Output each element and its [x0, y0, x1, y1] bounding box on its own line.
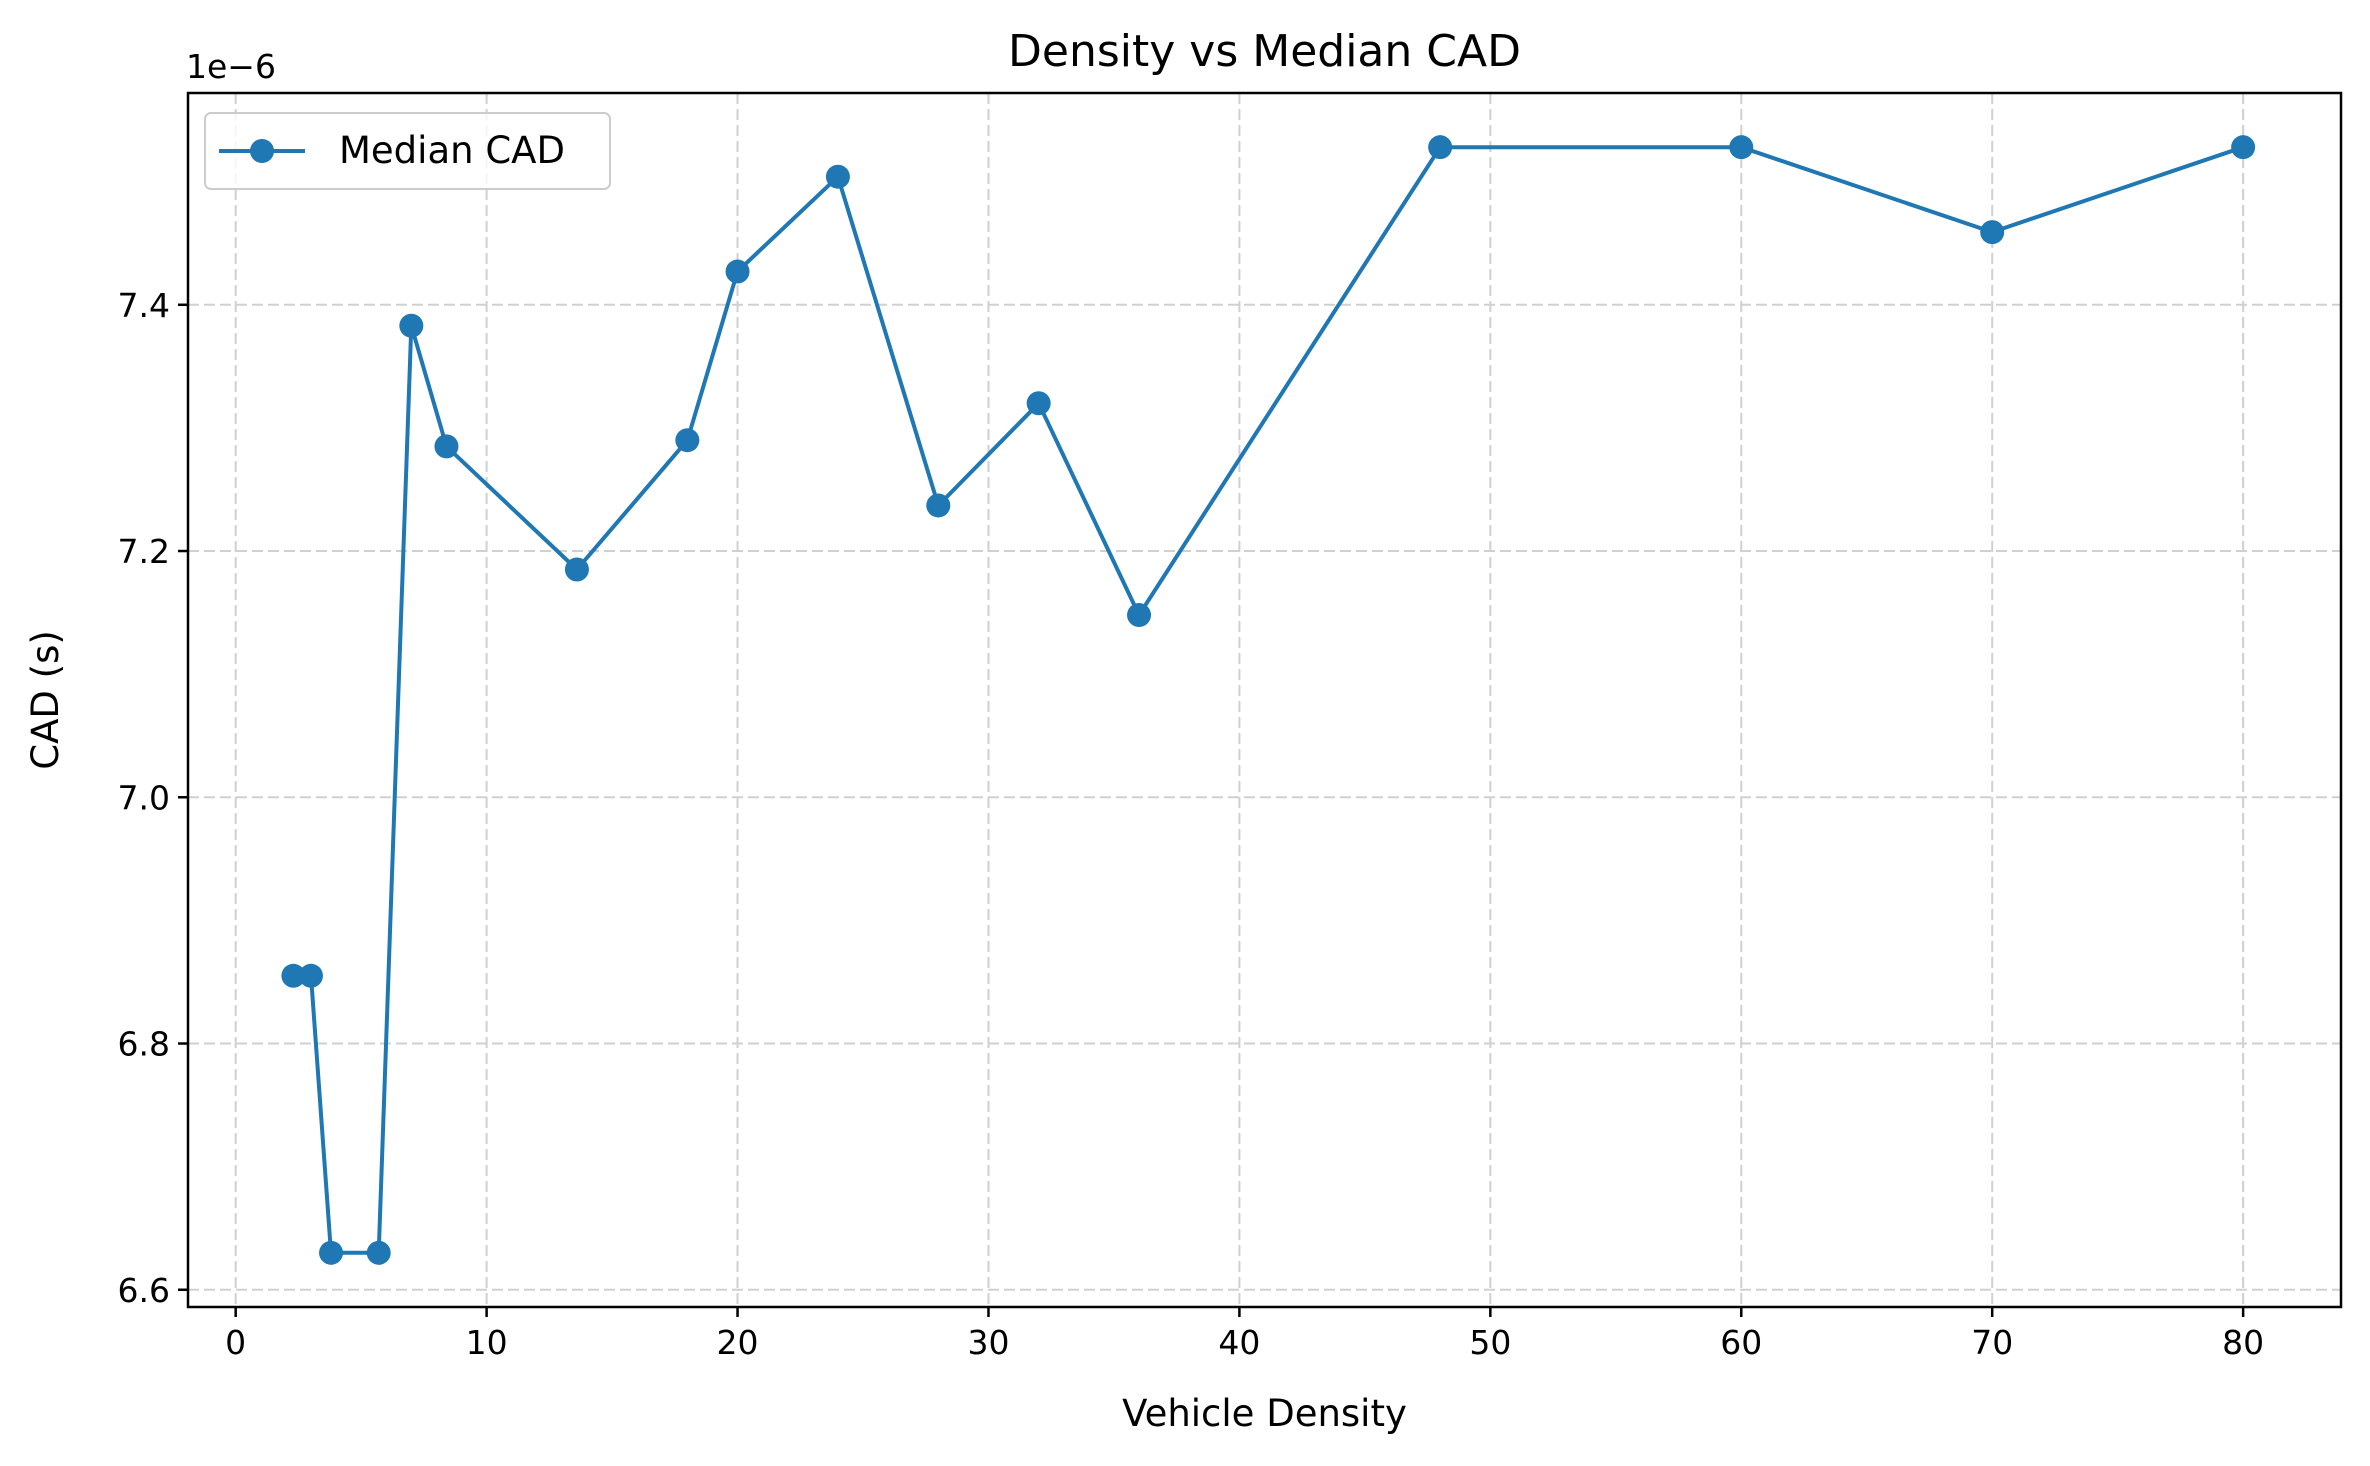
data-point — [926, 493, 951, 518]
x-tick-label: 40 — [1218, 1323, 1260, 1362]
x-axis-title: Vehicle Density — [1122, 1392, 1407, 1435]
y-tick-label: 7.2 — [118, 532, 170, 571]
data-point — [1127, 603, 1152, 628]
ticks: 0 10 20 30 40 50 60 70 80 6.6 6.8 7.0 7.2 7.4 — [118, 286, 2265, 1362]
y-offset-label: 1e−6 — [186, 47, 276, 86]
x-tick-label: 80 — [2222, 1323, 2264, 1362]
y-tick-label: 6.6 — [118, 1271, 170, 1310]
data-point — [1729, 135, 1754, 160]
x-tick-label: 20 — [717, 1323, 759, 1362]
x-tick-label: 60 — [1720, 1323, 1762, 1362]
series-layer — [281, 135, 2256, 1265]
y-axis-title: CAD (s) — [24, 630, 67, 770]
x-tick-label: 10 — [466, 1323, 508, 1362]
data-point — [2231, 135, 2256, 160]
legend: Median CAD — [204, 112, 611, 190]
data-point — [298, 963, 323, 988]
x-tick-label: 30 — [967, 1323, 1009, 1362]
legend-label: Median CAD — [339, 129, 565, 172]
chart-title: Density vs Median CAD — [1008, 26, 1521, 77]
plot-frame — [186, 91, 2343, 1309]
data-point — [366, 1240, 391, 1265]
grid — [188, 93, 2341, 1307]
y-tick-label: 7.0 — [118, 778, 170, 817]
x-tick-label: 50 — [1469, 1323, 1511, 1362]
legend-marker — [250, 139, 274, 163]
y-tick-label: 6.8 — [118, 1025, 170, 1064]
data-point — [399, 313, 424, 338]
data-point — [1428, 135, 1453, 160]
y-tick-label: 7.4 — [118, 286, 170, 325]
data-point — [434, 434, 459, 459]
data-point — [675, 428, 700, 453]
legend-box — [204, 112, 611, 190]
data-point — [319, 1240, 344, 1265]
data-point — [281, 963, 306, 988]
x-tick-label: 70 — [1971, 1323, 2013, 1362]
data-point — [725, 259, 750, 284]
data-point — [825, 164, 850, 189]
data-point — [1980, 220, 2005, 245]
data-point — [564, 557, 589, 582]
data-point — [1026, 391, 1051, 416]
x-tick-label: 0 — [225, 1323, 246, 1362]
